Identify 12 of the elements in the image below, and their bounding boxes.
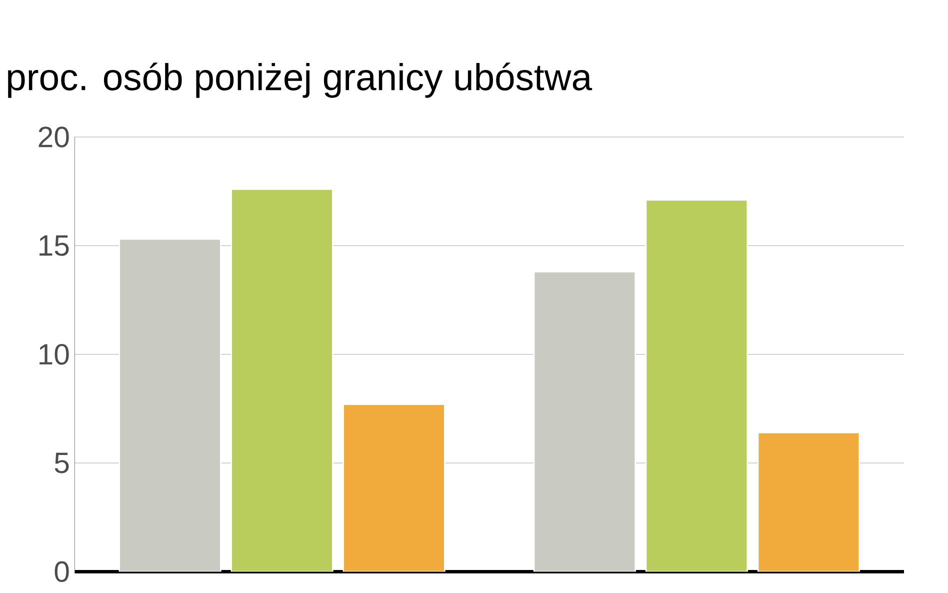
- bar: [757, 432, 860, 572]
- y-tick-label: 5: [54, 452, 69, 474]
- bar: [645, 199, 748, 572]
- y-tick-label: 0: [54, 561, 69, 582]
- y-tick-label: 20: [38, 126, 69, 148]
- bar: [533, 271, 636, 572]
- chart-title: proc. osób poniżej granicy ubóstwa: [8, 62, 592, 98]
- y-tick-label: 10: [40, 344, 69, 365]
- y-tick-label: 15: [40, 235, 69, 256]
- bar: [118, 238, 222, 572]
- bar: [342, 404, 446, 572]
- bar: [230, 188, 334, 572]
